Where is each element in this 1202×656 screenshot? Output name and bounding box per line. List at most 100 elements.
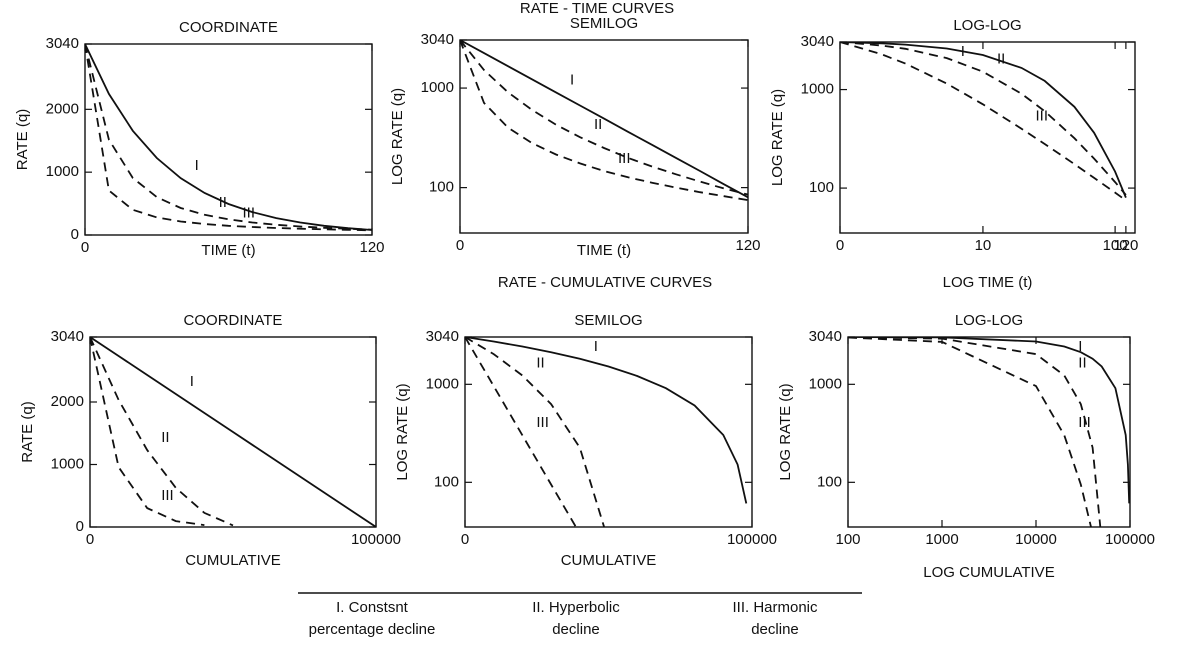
- curve: [85, 44, 372, 231]
- y-axis-label: RATE (q): [19, 401, 36, 462]
- curve-label: II: [1078, 354, 1086, 371]
- y-axis-label: RATE (q): [14, 109, 31, 170]
- x-tick-label: 120: [359, 239, 384, 256]
- y-tick-label: 0: [76, 518, 84, 535]
- curve: [460, 40, 748, 199]
- curve: [848, 337, 1102, 527]
- y-tick-label: 100: [817, 473, 842, 490]
- chart-title: LOG-LOG: [955, 312, 1023, 329]
- legend-note: II. Hyperbolic: [532, 599, 620, 616]
- curve: [840, 42, 1127, 202]
- legend-note: percentage decline: [309, 621, 436, 638]
- y-tick-label: 100: [809, 179, 834, 196]
- chart-title: COORDINATE: [179, 19, 278, 36]
- plot-frame: [847, 336, 1131, 528]
- x-tick-label: 120: [735, 237, 760, 254]
- chart: COORDINATE TIME (t) RATE (q) 0 1000 2000 3040 0…: [14, 19, 385, 259]
- plot-frame: [464, 336, 753, 528]
- legend-note: decline: [751, 621, 799, 638]
- chart-title: LOG-LOG: [953, 17, 1021, 34]
- y-tick-label: 3040: [51, 328, 84, 345]
- curve-label: I: [594, 338, 598, 355]
- curve-label: III: [1078, 414, 1091, 431]
- curve-label: II: [536, 354, 544, 371]
- x-axis-label: LOG TIME (t): [943, 274, 1033, 291]
- x-tick-label: 100: [1103, 237, 1128, 254]
- y-tick-label: 1000: [801, 81, 834, 98]
- x-tick-label: 0: [461, 531, 469, 548]
- curve-label: I: [195, 157, 199, 174]
- chart: SEMILOG CUMULATIVE LOG RATE (q) 100 1000 3040…: [394, 312, 777, 569]
- curve: [848, 337, 1092, 527]
- chart: COORDINATE CUMULATIVE RATE (q) 0 1000 2000 304…: [19, 312, 401, 569]
- chart-title: SEMILOG: [574, 312, 642, 329]
- curve: [840, 42, 1127, 198]
- section-heading: RATE - TIME CURVES: [520, 0, 674, 17]
- x-tick-label: 120: [1113, 237, 1138, 254]
- curve: [465, 337, 577, 527]
- plot-frame: [84, 43, 373, 236]
- curve: [90, 337, 205, 526]
- plot-frame: [89, 336, 377, 528]
- curve: [85, 44, 372, 232]
- y-tick-label: 2000: [46, 100, 79, 117]
- curve-label: III: [618, 150, 631, 167]
- y-axis-label: LOG RATE (q): [769, 89, 786, 186]
- x-tick-label: 100000: [351, 531, 401, 548]
- section-heading: RATE - CUMULATIVE CURVES: [498, 274, 712, 291]
- curve: [90, 337, 376, 527]
- x-tick-label: 10000: [1015, 531, 1057, 548]
- chart: LOG-LOG LOG CUMULATIVE LOG RATE (q) 100 1000…: [777, 312, 1155, 581]
- curve-label: I: [961, 43, 965, 60]
- x-tick-label: 100000: [1105, 531, 1155, 548]
- curve: [460, 40, 748, 201]
- curve-label: II: [997, 51, 1005, 68]
- curve-label: I: [1078, 338, 1082, 355]
- curve: [848, 337, 1130, 504]
- y-tick-label: 3040: [46, 35, 79, 52]
- x-tick-label: 1000: [925, 531, 958, 548]
- x-axis-label: TIME (t): [201, 242, 255, 259]
- y-tick-label: 1000: [809, 375, 842, 392]
- curve: [465, 337, 748, 504]
- y-axis-label: LOG RATE (q): [777, 383, 794, 480]
- x-tick-label: 0: [836, 237, 844, 254]
- y-tick-label: 1000: [426, 375, 459, 392]
- curve: [85, 44, 372, 231]
- curve-label: II: [161, 429, 169, 446]
- plot-frame: [839, 41, 1136, 234]
- curve-label: II: [594, 116, 602, 133]
- curve-label: II: [219, 194, 227, 211]
- chart-title: SEMILOG: [570, 15, 638, 32]
- x-tick-label: 0: [86, 531, 94, 548]
- x-axis-label: TIME (t): [577, 242, 631, 259]
- curve: [90, 337, 234, 527]
- y-tick-label: 1000: [421, 79, 454, 96]
- y-tick-label: 0: [71, 226, 79, 243]
- x-axis-label: CUMULATIVE: [561, 552, 657, 569]
- x-tick-label: 0: [81, 239, 89, 256]
- plot-frame: [459, 39, 749, 234]
- y-tick-label: 3040: [801, 33, 834, 50]
- x-tick-label: 0: [456, 237, 464, 254]
- y-tick-label: 100: [429, 179, 454, 196]
- y-axis-label: LOG RATE (q): [389, 88, 406, 185]
- x-axis-label: LOG CUMULATIVE: [923, 564, 1054, 581]
- legend-note: decline: [552, 621, 600, 638]
- legend-note: III. Harmonic: [732, 599, 818, 616]
- y-tick-label: 3040: [421, 31, 454, 48]
- curve-label: III: [161, 487, 174, 504]
- y-tick-label: 3040: [809, 328, 842, 345]
- x-axis-label: CUMULATIVE: [185, 552, 281, 569]
- y-tick-label: 3040: [426, 328, 459, 345]
- curve-label: III: [243, 205, 256, 222]
- chart: SEMILOG TIME (t) LOG RATE (q) 100 1000 3040 0 1…: [389, 15, 761, 259]
- legend-note: I. Constsnt: [336, 599, 409, 616]
- curve-label: I: [190, 373, 194, 390]
- y-axis-label: LOG RATE (q): [394, 383, 411, 480]
- x-tick-label: 100: [835, 531, 860, 548]
- y-tick-label: 100: [434, 473, 459, 490]
- curve: [460, 40, 748, 196]
